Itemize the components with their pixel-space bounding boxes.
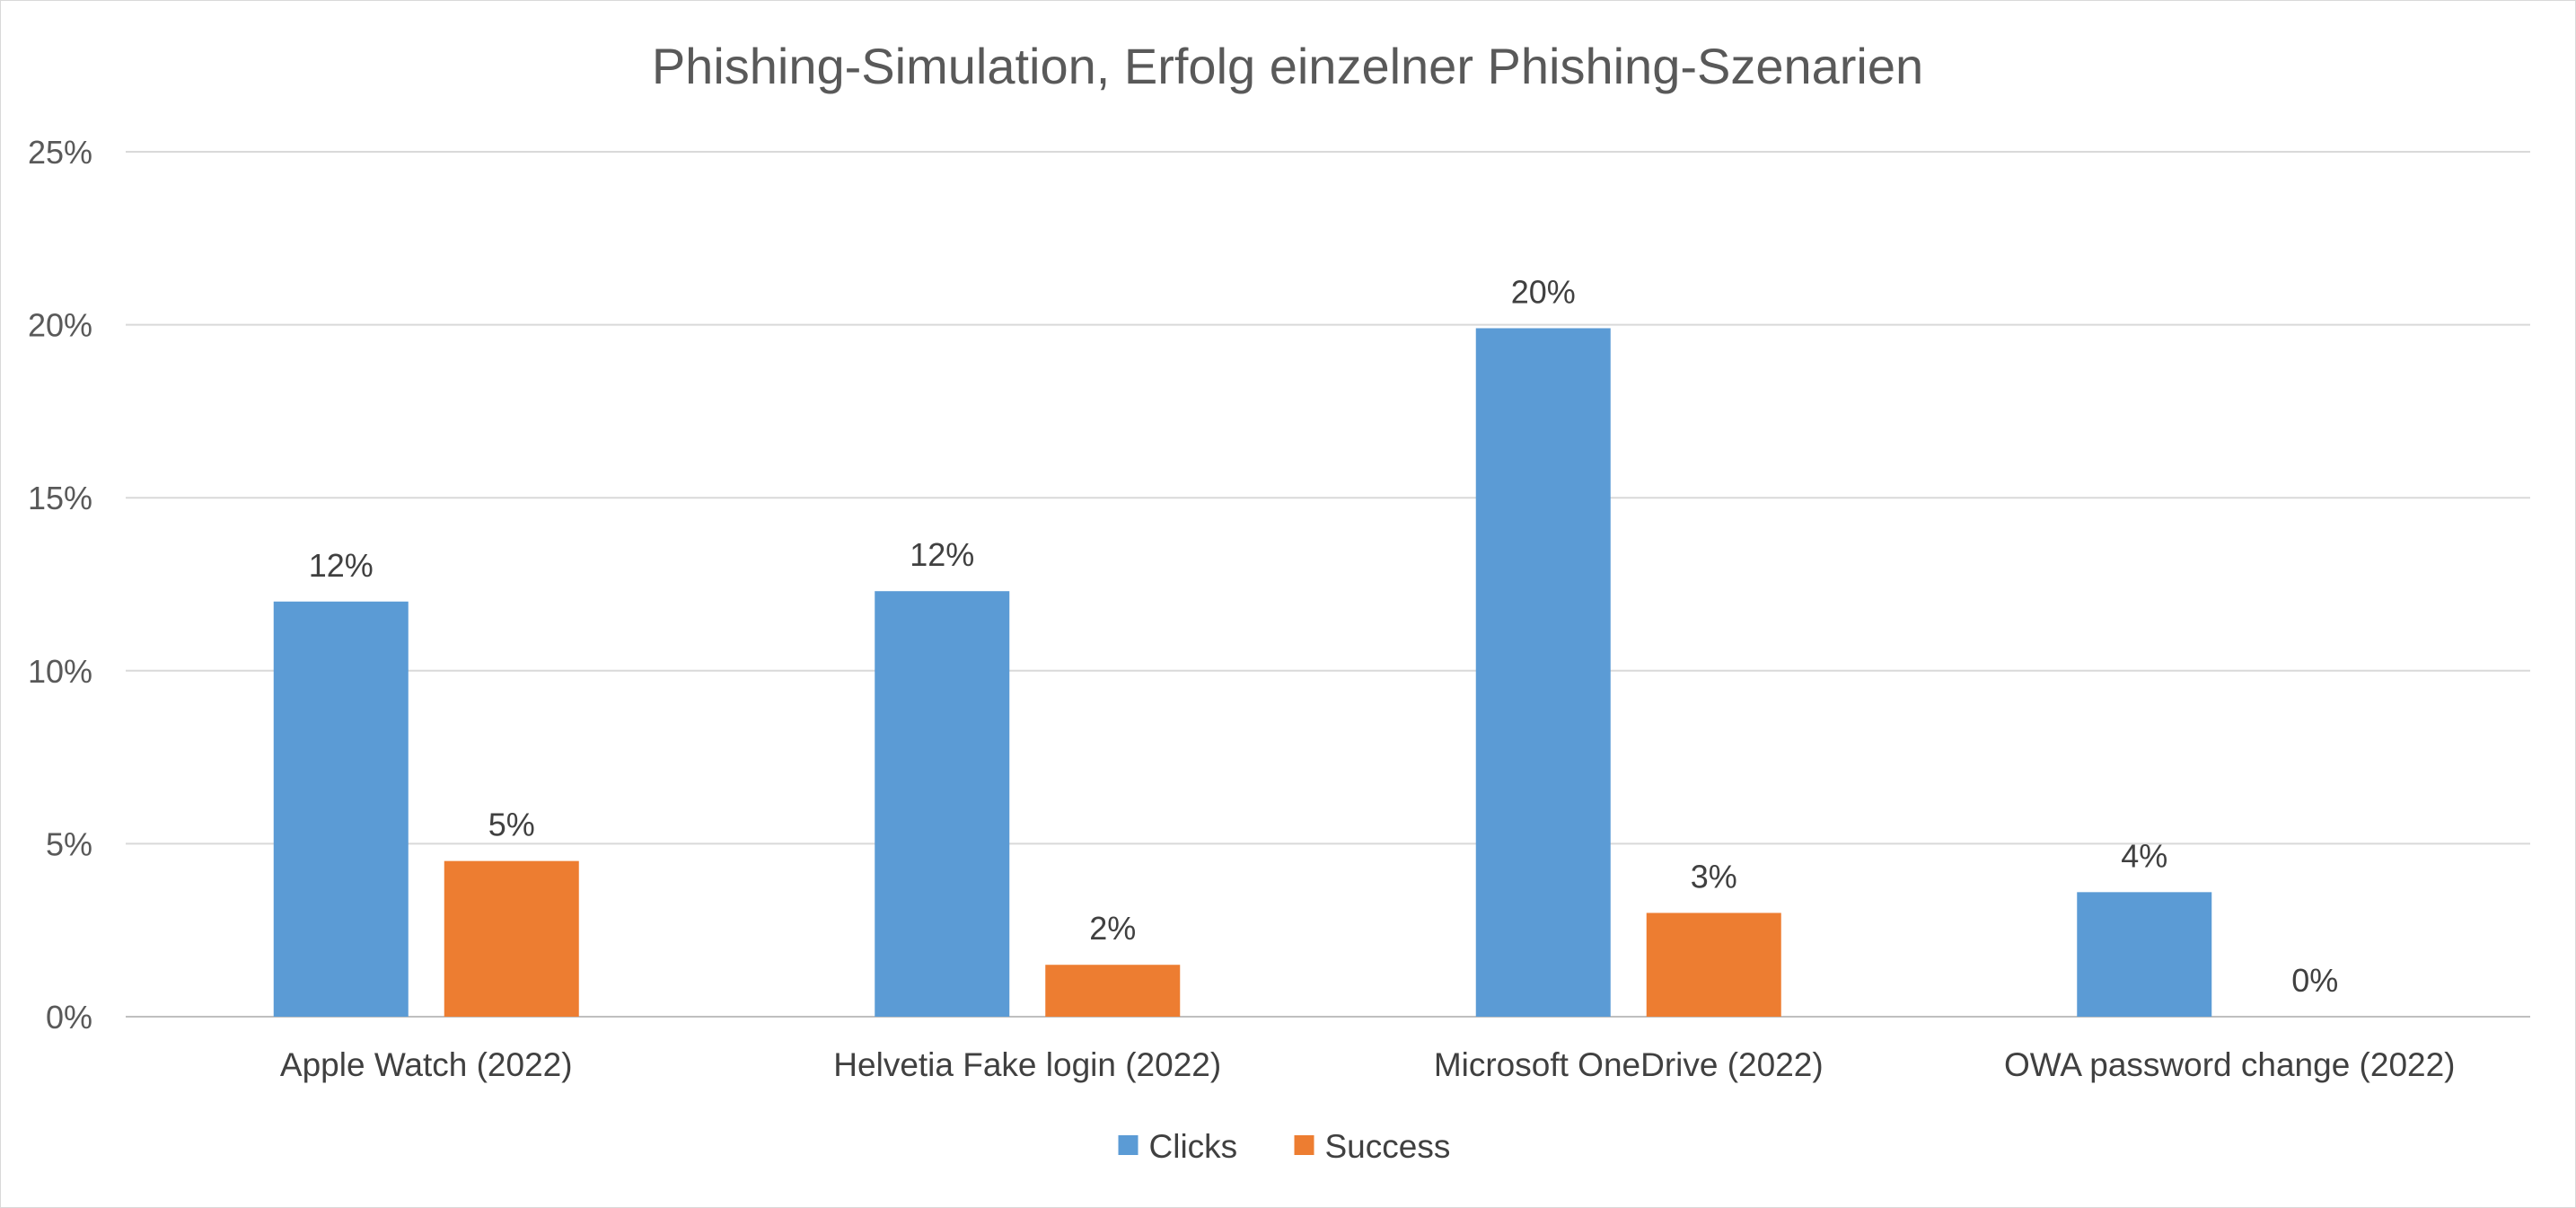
x-axis-category-labels: Apple Watch (2022) Helvetia Fake login (2… <box>280 1046 2456 1083</box>
data-label-success: 5% <box>488 807 535 843</box>
data-label-clicks: 20% <box>1511 273 1576 310</box>
data-labels: 12% 5% 12% 2% 20% 3% 4% 0% <box>309 273 2339 999</box>
bars <box>273 328 2212 1017</box>
bar-clicks <box>875 591 1010 1017</box>
bar-success <box>1045 965 1181 1017</box>
y-tick-label: 25% <box>28 134 92 171</box>
data-label-success: 2% <box>1089 910 1136 947</box>
data-label-success: 0% <box>2291 962 2338 999</box>
legend-label-clicks: Clicks <box>1149 1128 1238 1165</box>
y-tick-label: 5% <box>46 825 92 862</box>
y-tick-label: 10% <box>28 653 92 690</box>
legend-swatch-clicks <box>1118 1135 1139 1155</box>
data-label-clicks: 12% <box>910 536 974 573</box>
bar-clicks <box>1475 328 1611 1017</box>
x-category-label: OWA password change (2022) <box>2004 1046 2456 1083</box>
data-label-clicks: 12% <box>309 547 374 584</box>
bar-clicks <box>273 601 409 1017</box>
data-label-clicks: 4% <box>2121 837 2167 874</box>
legend-label-success: Success <box>1325 1128 1451 1165</box>
data-label-success: 3% <box>1691 858 1737 895</box>
x-category-label: Helvetia Fake login (2022) <box>833 1046 1221 1083</box>
y-tick-label: 15% <box>28 480 92 516</box>
legend: Clicks Success <box>1118 1128 1451 1165</box>
legend-swatch-success <box>1294 1135 1314 1155</box>
bar-clicks <box>2077 892 2212 1017</box>
bar-success <box>444 860 579 1017</box>
x-category-label: Microsoft OneDrive (2022) <box>1434 1046 1824 1083</box>
y-axis-tick-labels: 0% 5% 10% 15% 20% 25% <box>28 134 92 1036</box>
y-tick-label: 20% <box>28 307 92 344</box>
x-category-label: Apple Watch (2022) <box>280 1046 573 1083</box>
chart-title: Phishing-Simulation, Erfolg einzelner Ph… <box>652 38 1923 94</box>
bar-success <box>1646 913 1781 1017</box>
y-tick-label: 0% <box>46 999 92 1036</box>
